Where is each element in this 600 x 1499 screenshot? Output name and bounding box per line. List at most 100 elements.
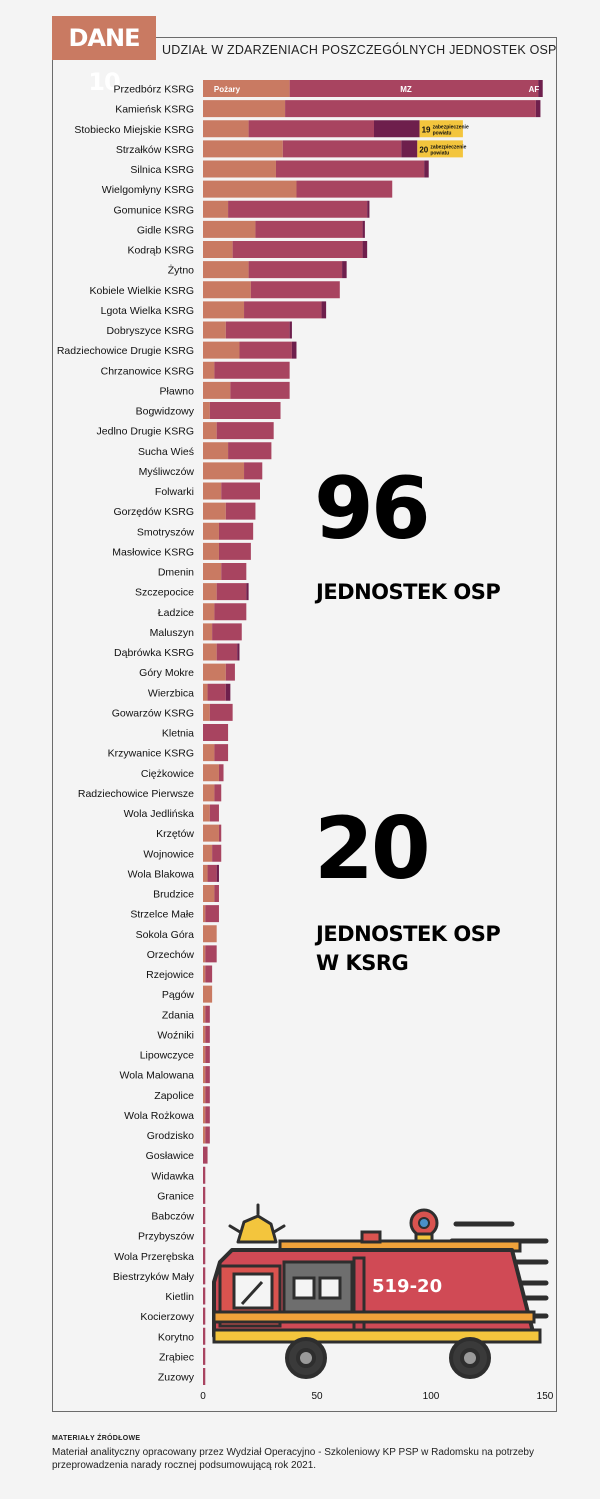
- bar-mz: [209, 402, 281, 419]
- category-label: Pławno: [160, 385, 195, 397]
- bar-pozary: [203, 1066, 206, 1084]
- category-label: Jedlno Drugie KSRG: [97, 426, 194, 438]
- category-label: Wierzbica: [148, 687, 194, 699]
- bar-pozary: [203, 140, 283, 158]
- bar-mz: [225, 502, 256, 520]
- bar-af: [362, 241, 368, 258]
- bar-pozary: [203, 1126, 206, 1144]
- category-label: Sucha Wieś: [138, 446, 194, 458]
- category-label: Dąbrówka KSRG: [114, 647, 194, 659]
- bar-mz: [218, 522, 254, 540]
- bar-pozary: [203, 80, 290, 97]
- bar-pozary: [203, 281, 251, 299]
- category-label: Gowarzów KSRG: [112, 707, 194, 719]
- category-label: Gidle KSRG: [137, 224, 194, 236]
- bar-pozary: [203, 663, 226, 681]
- category-label: Folwarki: [155, 486, 194, 498]
- annotation-text: powiatu: [430, 150, 449, 156]
- bar-mz: [203, 1327, 206, 1345]
- bar-pozary: [203, 381, 231, 399]
- bar-pozary: [203, 603, 215, 621]
- bar-af: [367, 200, 370, 218]
- bar-pozary: [203, 945, 206, 963]
- category-label: Kodrąb KSRG: [127, 245, 194, 257]
- category-label: Kocierzowy: [140, 1311, 194, 1323]
- bar-pozary: [203, 683, 208, 701]
- bar-mz: [203, 1307, 206, 1325]
- bar-pozary: [203, 643, 217, 661]
- bar-pozary: [203, 301, 245, 319]
- category-label: Radziechowice Drugie KSRG: [57, 345, 194, 357]
- annotation-text: zabezpieczenie: [433, 124, 469, 130]
- bar-mz: [232, 241, 363, 258]
- bar-mz: [221, 563, 247, 580]
- bar-pozary: [203, 804, 210, 822]
- category-label: Pągów: [162, 989, 195, 1001]
- bar-mz: [282, 140, 402, 158]
- category-label: Wojnowice: [143, 848, 194, 860]
- chart-header: UDZIAŁ W ZDARZENIACH POSZCZEGÓLNYCH JEDN…: [162, 43, 557, 57]
- bar-mz: [203, 1247, 206, 1265]
- bar-pozary: [203, 965, 206, 983]
- bar-mz: [214, 885, 219, 902]
- bar-mz: [205, 945, 217, 963]
- bar-pozary: [203, 522, 219, 540]
- bar-mz: [203, 1207, 206, 1224]
- bar-mz: [203, 724, 229, 741]
- bar-mz: [203, 1186, 206, 1204]
- bar-mz: [205, 1106, 210, 1124]
- category-label: Wielgomłyny KSRG: [102, 184, 194, 196]
- bar-pozary: [203, 402, 210, 419]
- category-label: Chrzanowice KSRG: [101, 365, 194, 377]
- bar-mz: [205, 1025, 210, 1043]
- category-label: Krzywanice KSRG: [108, 748, 194, 760]
- bar-pozary: [203, 180, 297, 198]
- bar-pozary: [203, 563, 222, 580]
- annotation-number: 19: [422, 125, 431, 134]
- category-label: Myśliwczów: [139, 466, 195, 478]
- category-label: Przedbórz KSRG: [113, 84, 194, 96]
- category-label: Granice: [157, 1190, 194, 1202]
- bar-mz: [205, 1066, 210, 1084]
- bar-pozary: [203, 583, 217, 601]
- bar-af: [225, 683, 231, 701]
- bar-mz: [255, 220, 363, 238]
- bar-mz: [209, 703, 233, 721]
- bar-mz: [239, 341, 292, 359]
- category-label: Zdania: [162, 1009, 194, 1021]
- bar-mz: [289, 80, 539, 97]
- bar-pozary: [203, 744, 215, 762]
- bar-pozary: [203, 442, 229, 460]
- bar-mz: [214, 784, 222, 802]
- truck-plate: 519-20: [372, 1276, 442, 1297]
- bar-pozary: [203, 321, 226, 339]
- bar-mz: [216, 422, 274, 440]
- category-label: Kobiele Wielkie KSRG: [90, 285, 194, 297]
- bar-pozary: [203, 824, 219, 842]
- bar-pozary: [203, 160, 276, 178]
- bar-mz: [205, 965, 213, 983]
- bar-mz: [212, 623, 242, 641]
- bar-af: [401, 140, 418, 158]
- bar-mz: [205, 1046, 210, 1063]
- stat-96-label: JEDNOSTEK OSP: [316, 580, 501, 604]
- bar-zab: [419, 120, 463, 138]
- bar-mz: [225, 663, 235, 681]
- category-label: Lgota Wielka KSRG: [101, 305, 194, 317]
- bar-af: [291, 341, 297, 359]
- category-label: Biestrzyków Mały: [113, 1271, 195, 1283]
- bar-af: [535, 100, 541, 118]
- bar-mz: [285, 100, 536, 118]
- x-tick-label: 50: [311, 1391, 323, 1402]
- bar-mz: [205, 1005, 210, 1023]
- category-label: Gorzędów KSRG: [113, 506, 194, 518]
- stat-20-value: 20: [314, 799, 431, 899]
- category-label: Żytno: [168, 264, 194, 277]
- bar-pozary: [203, 100, 286, 118]
- category-label: Krzętów: [156, 828, 194, 840]
- stat-20-label-line2: W KSRG: [316, 951, 409, 975]
- category-label: Góry Mokre: [139, 667, 194, 679]
- category-label: Ładzice: [158, 607, 194, 619]
- bar-mz: [244, 462, 263, 480]
- bar-mz: [248, 120, 374, 138]
